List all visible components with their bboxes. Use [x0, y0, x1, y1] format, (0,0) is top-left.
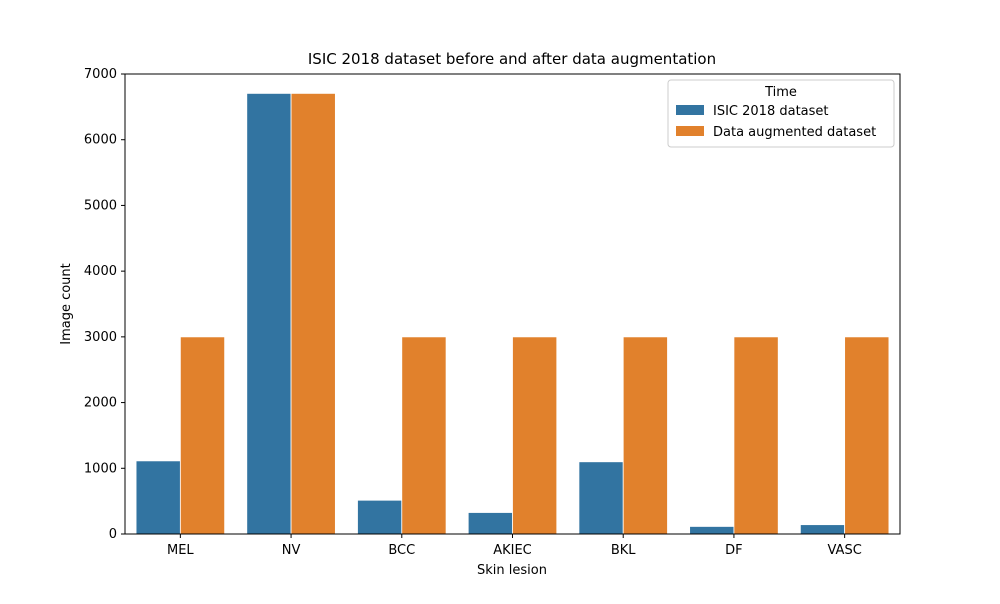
y-tick-label: 7000 — [84, 67, 117, 82]
legend-swatch — [676, 105, 704, 115]
axes-group: 0 1000 2000 3000 4000 5000 6000 7000 MEL NV BCC AKI… — [84, 67, 901, 558]
x-tick-label: NV — [282, 543, 301, 558]
y-tick-label: 6000 — [84, 133, 117, 148]
bar-original-mel — [135, 460, 181, 535]
legend-title: Time — [764, 85, 797, 100]
bar-original-bkl — [578, 461, 624, 535]
bar-augmented-bkl — [622, 336, 668, 535]
x-tick-label: DF — [725, 543, 743, 558]
bar-augmented-akiec — [512, 336, 558, 535]
legend-entry: Data augmented dataset — [713, 125, 876, 140]
bar-augmented-nv — [290, 92, 336, 535]
y-tick-label: 1000 — [84, 461, 117, 476]
bar-augmented-vasc — [844, 336, 890, 535]
bar-original-vasc — [799, 524, 846, 535]
x-tick-label: MEL — [167, 543, 194, 558]
x-tick-label: BKL — [611, 543, 636, 558]
bar-augmented-bcc — [401, 336, 447, 535]
bar-original-akiec — [467, 512, 513, 535]
y-tick-label: 2000 — [84, 396, 117, 411]
y-tick-label: 5000 — [84, 198, 117, 213]
legend-swatch — [676, 126, 704, 136]
x-axis-label: Skin lesion — [477, 563, 547, 578]
legend-entry: ISIC 2018 dataset — [713, 104, 829, 119]
x-tick-label: BCC — [388, 543, 415, 558]
bar-original-bcc — [357, 499, 403, 535]
legend: Time ISIC 2018 dataset Data augmented data… — [667, 79, 895, 148]
chart-title: ISIC 2018 dataset before and after data … — [308, 50, 716, 68]
y-axis-label: Image count — [59, 263, 74, 345]
y-tick-label: 3000 — [84, 330, 117, 345]
bar-augmented-mel — [179, 336, 226, 535]
y-tick-label: 0 — [109, 527, 117, 542]
bars-group — [135, 92, 890, 535]
bar-original-nv — [246, 92, 292, 535]
x-tick-label: VASC — [827, 543, 861, 558]
x-tick-label: AKIEC — [493, 543, 532, 558]
bar-original-df — [689, 526, 735, 535]
bar-augmented-df — [733, 336, 779, 535]
y-tick-label: 4000 — [84, 264, 117, 279]
legend-frame — [667, 79, 895, 148]
